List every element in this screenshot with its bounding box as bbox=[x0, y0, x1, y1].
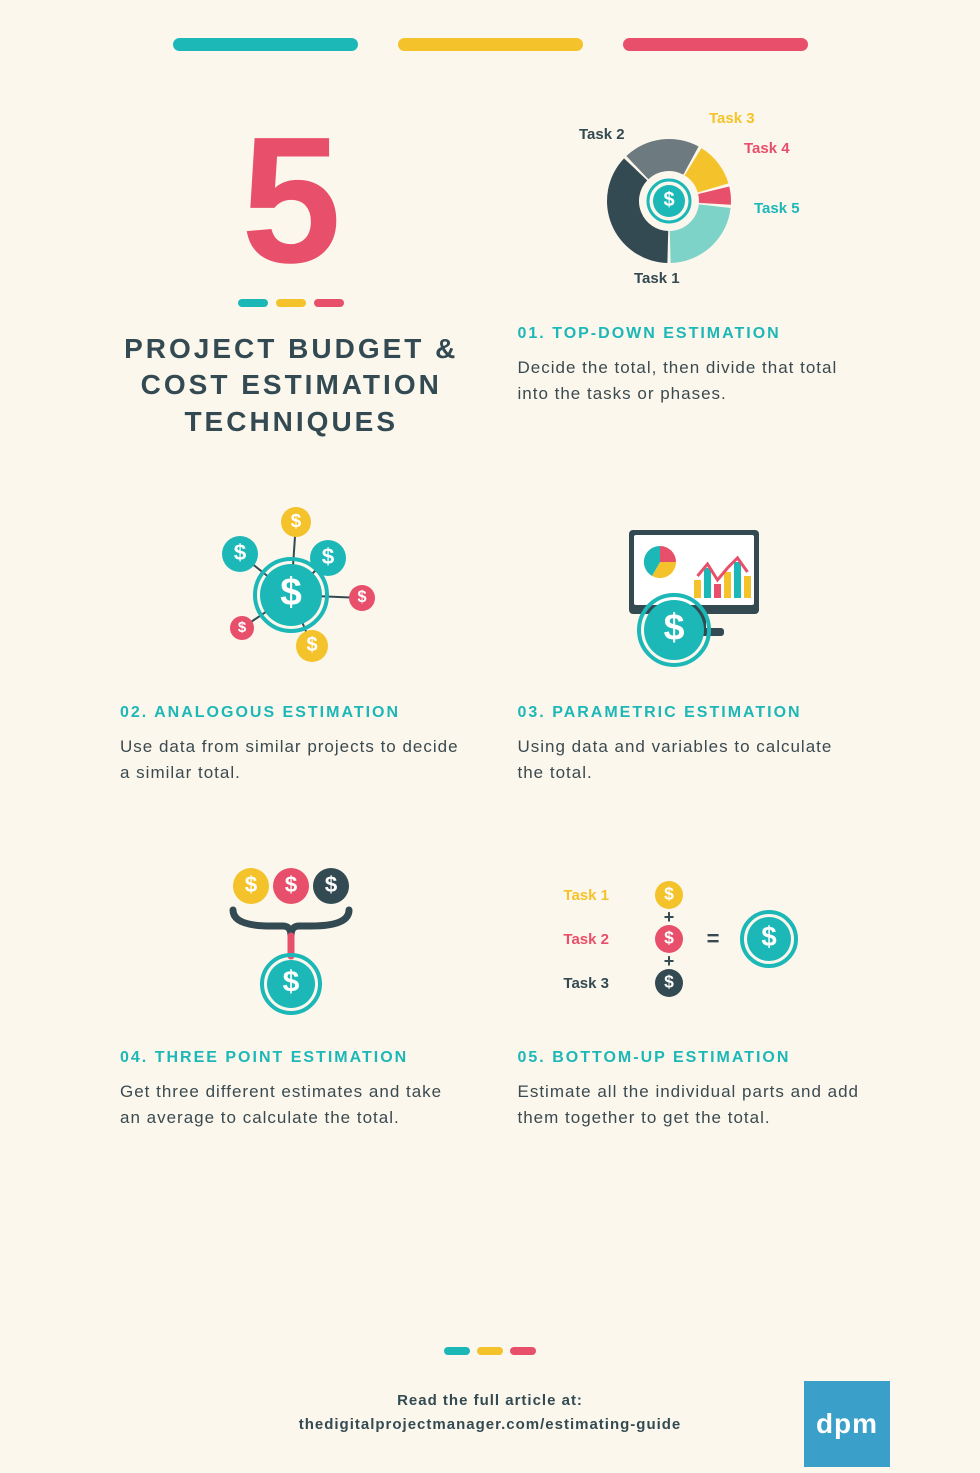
top-bar-2 bbox=[398, 38, 583, 51]
svg-text:+: + bbox=[663, 951, 674, 971]
section-03-title: 03. PARAMETRIC ESTIMATION bbox=[518, 704, 861, 722]
section-01-title: 01. TOP-DOWN ESTIMATION bbox=[518, 325, 861, 343]
section-02-body: Use data from similar projects to decide… bbox=[120, 734, 463, 785]
parametric-icon: $ bbox=[574, 520, 804, 670]
section-02: $$$$$$$ 02. ANALOGOUS ESTIMATION Use dat… bbox=[120, 510, 463, 785]
top-bar-1 bbox=[173, 38, 358, 51]
footer-dashes bbox=[90, 1347, 890, 1355]
svg-text:$: $ bbox=[358, 588, 367, 606]
top-accent-bars bbox=[0, 0, 980, 51]
svg-text:$: $ bbox=[238, 619, 247, 636]
big-number: 5 bbox=[120, 111, 463, 291]
svg-text:$: $ bbox=[663, 189, 674, 211]
svg-text:Task 3: Task 3 bbox=[709, 110, 755, 127]
dash-teal bbox=[238, 299, 268, 307]
svg-text:$: $ bbox=[325, 872, 338, 897]
title-dashes bbox=[120, 299, 463, 307]
svg-text:$: $ bbox=[280, 571, 302, 614]
section-03: $ 03. PARAMETRIC ESTIMATION Using data a… bbox=[518, 510, 861, 785]
dash-pink bbox=[314, 299, 344, 307]
dpm-logo: dpm bbox=[804, 1381, 890, 1467]
section-05-body: Estimate all the individual parts and ad… bbox=[518, 1079, 861, 1130]
svg-text:$: $ bbox=[664, 928, 674, 948]
svg-text:$: $ bbox=[285, 872, 298, 897]
threepoint-icon: $ $ $ $ bbox=[191, 860, 391, 1020]
section-04-title: 04. THREE POINT ESTIMATION bbox=[120, 1049, 463, 1067]
dash-yellow bbox=[276, 299, 306, 307]
section-05-title: 05. BOTTOM-UP ESTIMATION bbox=[518, 1049, 861, 1067]
bottomup-icon: Task 1$+Task 2$+Task 3$=$ bbox=[549, 865, 829, 1015]
section-02-title: 02. ANALOGOUS ESTIMATION bbox=[120, 704, 463, 722]
svg-text:Task 2: Task 2 bbox=[563, 931, 609, 948]
footer-text: Read the full article at: thedigitalproj… bbox=[299, 1389, 682, 1437]
svg-text:$: $ bbox=[664, 972, 674, 992]
svg-text:$: $ bbox=[245, 872, 258, 897]
top-bar-3 bbox=[623, 38, 808, 51]
section-05: Task 1$+Task 2$+Task 3$=$ 05. BOTTOM-UP … bbox=[518, 855, 861, 1130]
svg-text:Task 2: Task 2 bbox=[579, 126, 625, 143]
footer-dash-yellow bbox=[477, 1347, 503, 1355]
svg-text:Task 5: Task 5 bbox=[754, 200, 800, 217]
footer-dash-pink bbox=[510, 1347, 536, 1355]
svg-text:+: + bbox=[663, 907, 674, 927]
section-04-body: Get three different estimates and take a… bbox=[120, 1079, 463, 1130]
title-block: 5 PROJECT BUDGET & COST ESTIMATION TECHN… bbox=[120, 111, 463, 440]
section-04: $ $ $ $ 04. THREE POINT ESTIMATION Get thre… bbox=[120, 855, 463, 1130]
svg-text:$: $ bbox=[234, 540, 247, 565]
footer: Read the full article at: thedigitalproj… bbox=[0, 1323, 980, 1473]
svg-text:Task 3: Task 3 bbox=[563, 975, 609, 992]
svg-text:Task 1: Task 1 bbox=[634, 270, 680, 287]
section-01: $ Task 1 Task 2 Task 3 Task 4 Task 5 01. TOP-… bbox=[518, 111, 861, 440]
svg-text:$: $ bbox=[322, 544, 335, 569]
svg-text:$: $ bbox=[663, 606, 684, 648]
svg-text:Task 1: Task 1 bbox=[563, 887, 609, 904]
footer-dash-teal bbox=[444, 1347, 470, 1355]
svg-text:$: $ bbox=[664, 884, 674, 904]
svg-text:=: = bbox=[706, 926, 719, 951]
svg-text:$: $ bbox=[291, 510, 302, 531]
analogous-icon: $$$$$$$ bbox=[176, 510, 406, 680]
svg-text:$: $ bbox=[307, 634, 318, 656]
donut-chart-icon: $ Task 1 Task 2 Task 3 Task 4 Task 5 bbox=[559, 111, 819, 301]
svg-text:$: $ bbox=[761, 921, 776, 952]
section-03-body: Using data and variables to calculate th… bbox=[518, 734, 861, 785]
svg-text:$: $ bbox=[283, 966, 300, 999]
main-title: PROJECT BUDGET & COST ESTIMATION TECHNIQ… bbox=[120, 331, 463, 440]
section-01-body: Decide the total, then divide that total… bbox=[518, 355, 861, 406]
svg-text:Task 4: Task 4 bbox=[744, 140, 790, 157]
